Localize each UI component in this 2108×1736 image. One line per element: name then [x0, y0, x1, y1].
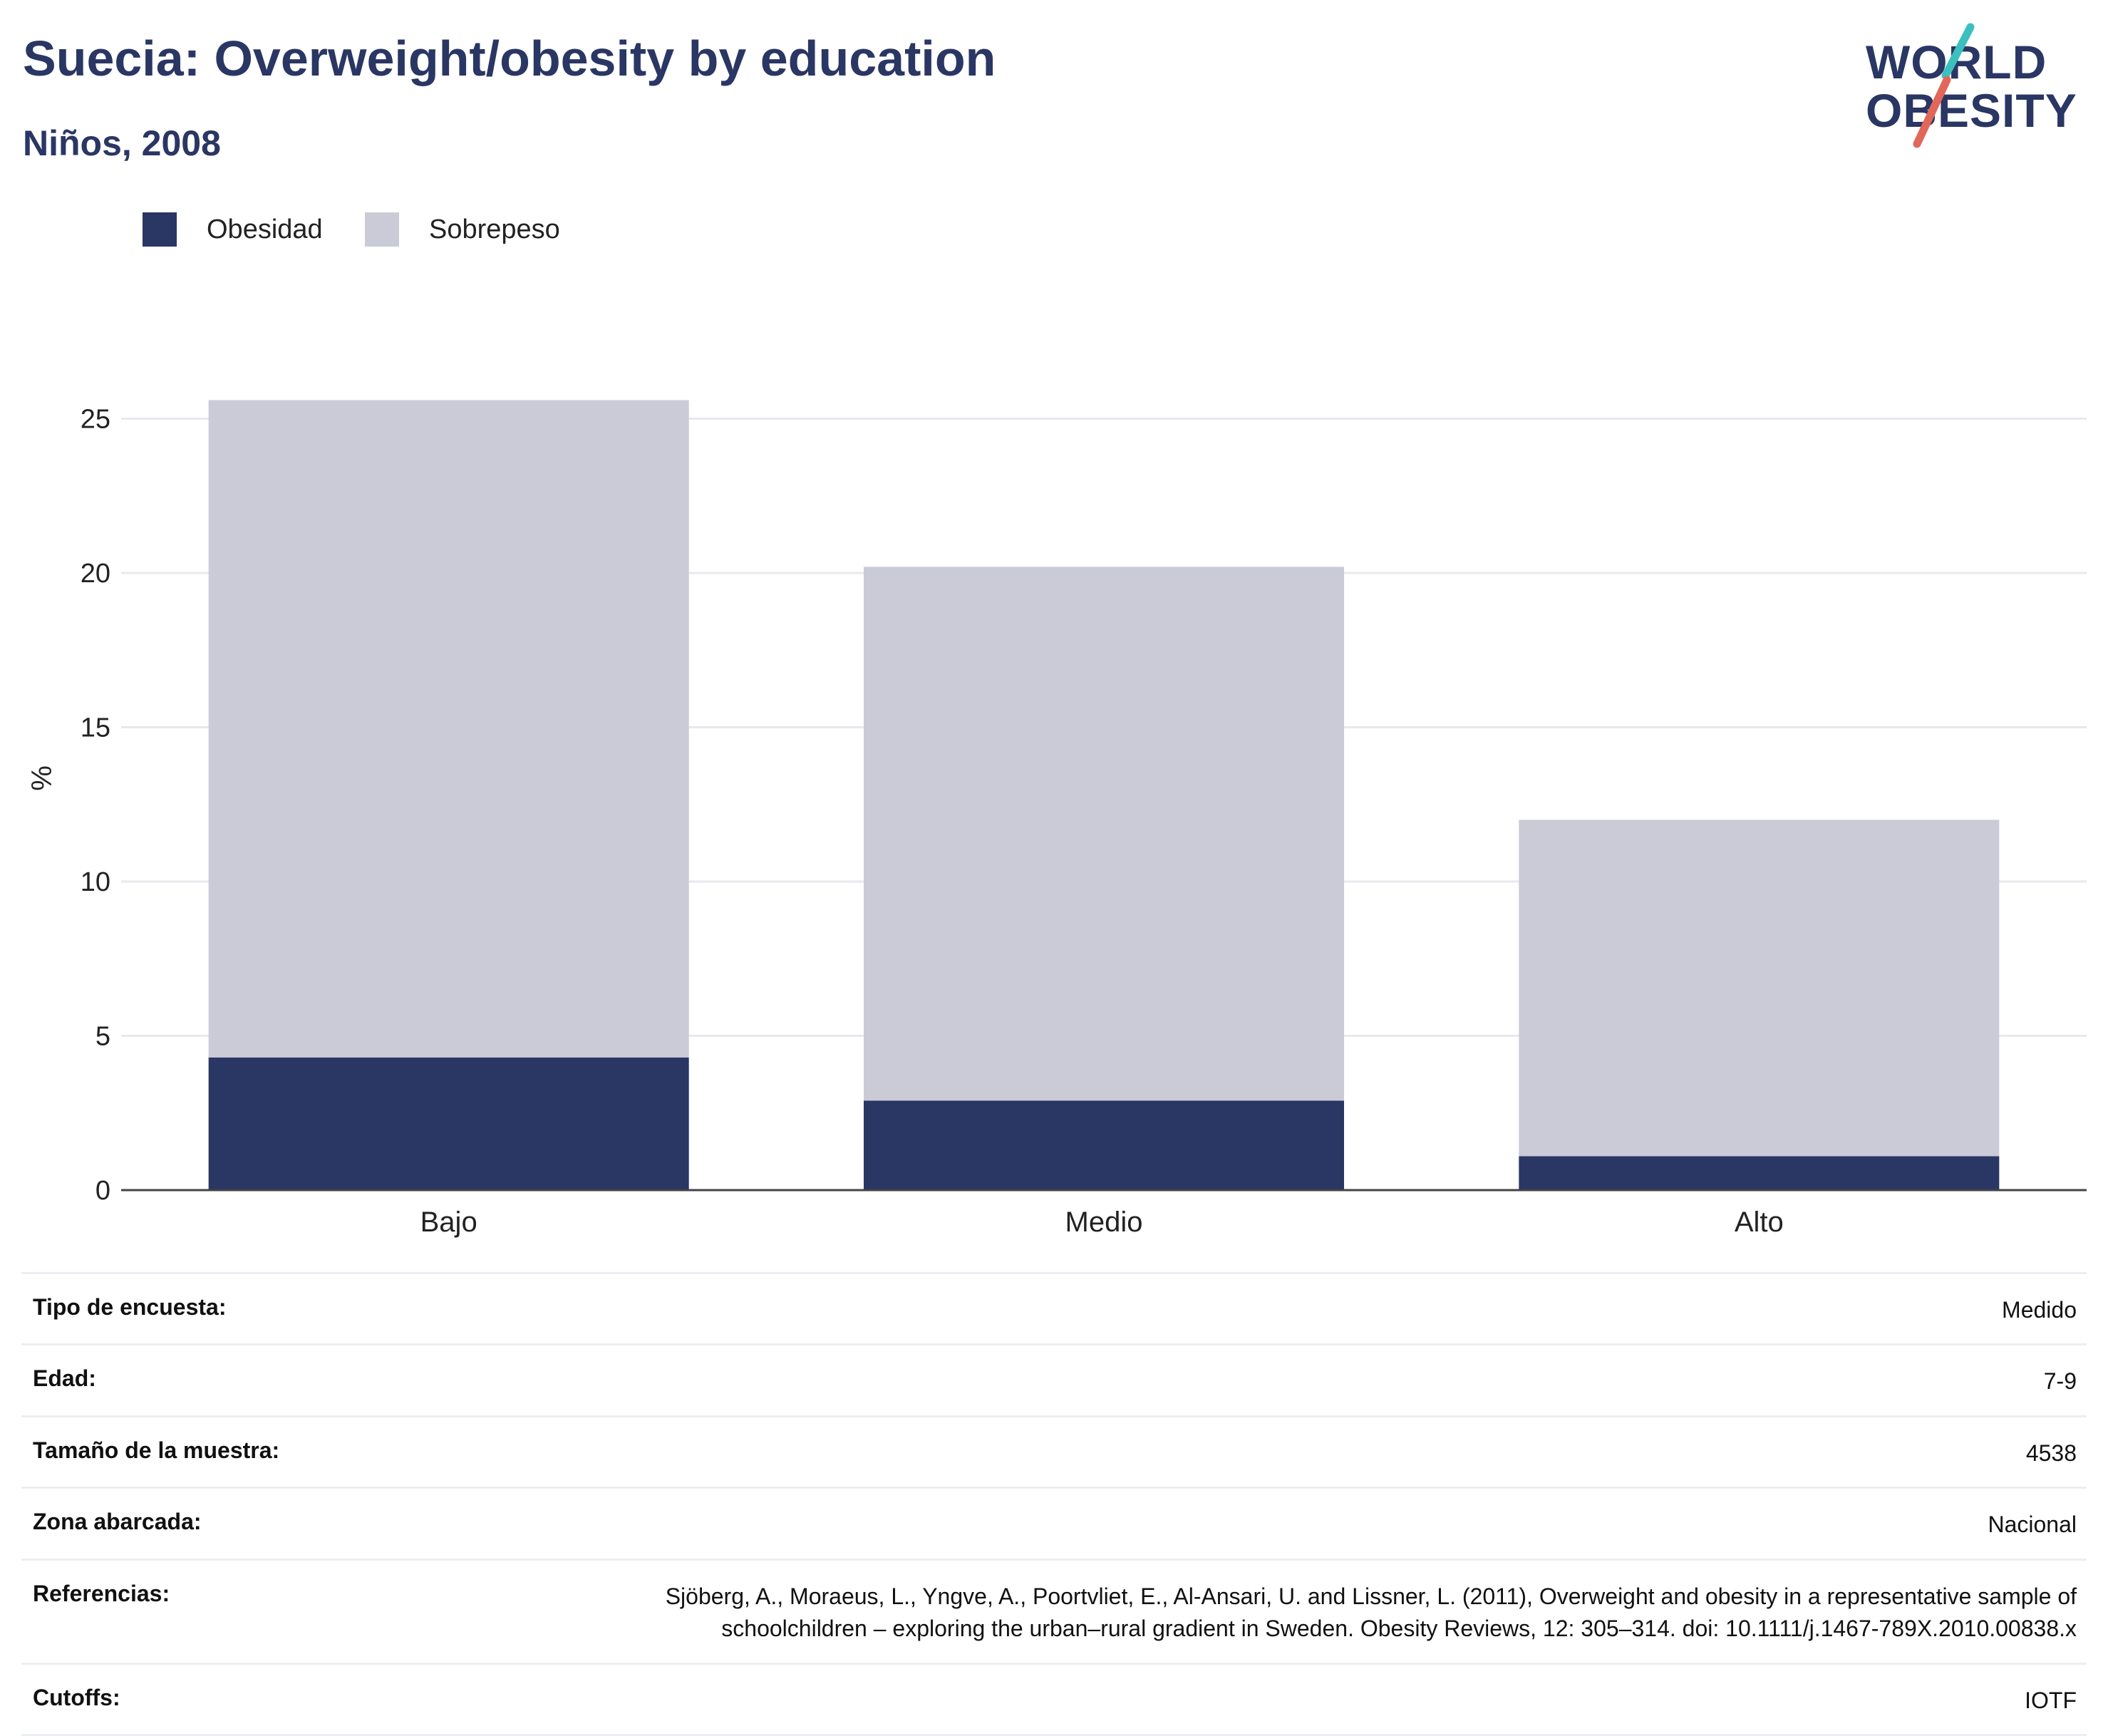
legend-item-obesidad[interactable]: Obesidad [143, 212, 323, 247]
info-value: Nacional [1988, 1512, 2077, 1538]
stacked-bar-chart: 0 5 10 15 20 25% Bajo Medio Alto [26, 400, 2087, 1238]
y-axis-label: % [26, 765, 58, 791]
info-row: Edad: 7-9 [21, 1343, 2087, 1415]
info-label: Cutoffs: [33, 1684, 120, 1710]
world-obesity-logo: WORLD OBESITY [1853, 21, 2095, 150]
info-value: Sjöberg, A., Moraeus, L., Yngve, A., Poo… [665, 1583, 2077, 1642]
logo-slash-icon [1913, 23, 1975, 148]
info-label: Edad: [33, 1365, 96, 1392]
info-row: Zona abarcada: Nacional [21, 1487, 2087, 1558]
bar-sobrepeso-bajo [208, 400, 689, 1058]
info-label: Referencias: [33, 1580, 170, 1606]
info-label: Tamaño de la muestra: [33, 1437, 280, 1463]
bar-obesidad-bajo [208, 1057, 689, 1190]
info-row: Tipo de encuesta: Medido [21, 1272, 2087, 1343]
x-tick-label: Alto [1735, 1207, 1784, 1238]
info-row: Tamaño de la muestra: 4538 [21, 1415, 2087, 1487]
info-value: 4538 [2025, 1440, 2077, 1466]
legend-swatch-sobrepeso [365, 212, 399, 247]
logo-line-2: OBESITY [1866, 84, 2077, 137]
info-label: Tipo de encuesta: [33, 1294, 227, 1320]
y-tick-label: 0 [95, 1176, 110, 1206]
legend-label-obesidad: Obesidad [207, 214, 323, 244]
y-tick-label: 5 [95, 1022, 110, 1052]
chart-title: Suecia: Overweight/obesity by education [23, 31, 996, 86]
y-tick-label: 25 [81, 405, 110, 435]
x-tick-label: Bajo [420, 1207, 477, 1238]
x-tick-label: Medio [1065, 1207, 1143, 1238]
survey-info-table: Tipo de encuesta: Medido Edad: 7-9 Tamaño de… [21, 1272, 2087, 1736]
legend-label-sobrepeso: Sobrepeso [429, 214, 560, 244]
legend-item-sobrepeso[interactable]: Sobrepeso [365, 212, 560, 247]
legend-swatch-obesidad [143, 212, 177, 247]
y-tick-label: 10 [81, 867, 110, 897]
info-value: IOTF [2025, 1687, 2077, 1713]
info-value: 7-9 [2043, 1368, 2077, 1395]
bar-sobrepeso-alto [1519, 820, 2000, 1157]
info-row: Referencias: Sjöberg, A., Moraeus, L., Yn… [21, 1558, 2087, 1663]
bar-obesidad-alto [1519, 1156, 2000, 1190]
chart-subtitle: Niños, 2008 [23, 123, 221, 163]
bar-sobrepeso-medio [864, 567, 1344, 1101]
y-tick-label: 20 [81, 559, 110, 589]
info-row: Cutoffs: IOTF [21, 1662, 2087, 1736]
info-label: Zona abarcada: [33, 1509, 202, 1535]
y-tick-label: 15 [81, 713, 110, 743]
info-value: Medido [2002, 1297, 2077, 1323]
bar-obesidad-medio [864, 1100, 1344, 1190]
